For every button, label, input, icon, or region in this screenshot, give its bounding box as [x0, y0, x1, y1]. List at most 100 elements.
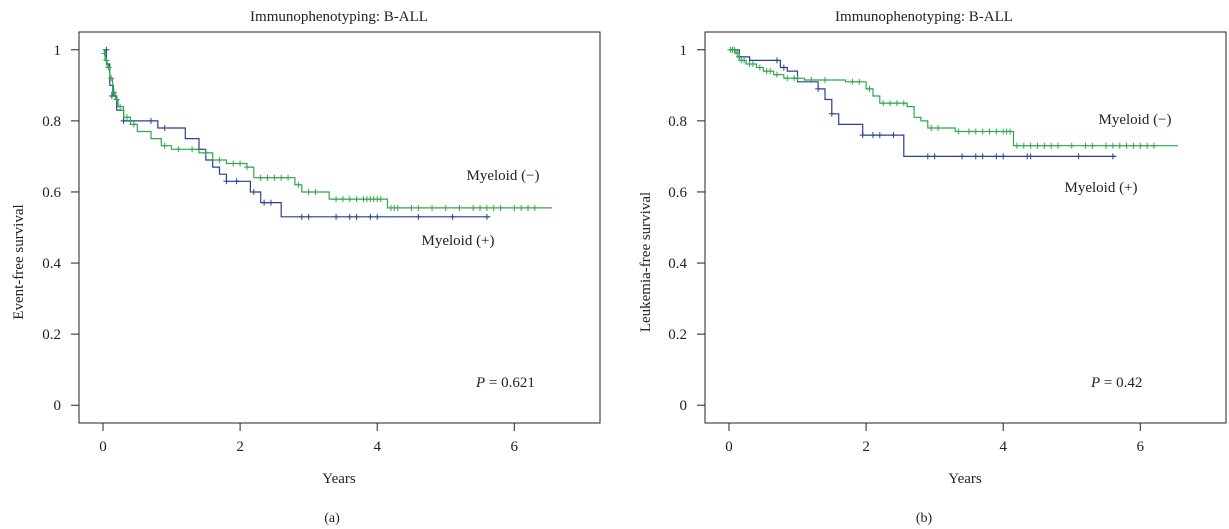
panel-a-y-tick-label: 1: [54, 43, 62, 59]
panel-b-y-axis-label: Leukemia-free survival: [638, 192, 654, 332]
panel-b-myeloid-pos-censor-mark: [972, 153, 979, 160]
panel-a-myeloid-neg-censor-mark: [123, 114, 130, 121]
panel-a-x-axis-label: Years: [322, 471, 356, 487]
panel-b-label: (b): [916, 511, 933, 526]
panel-b-myeloid-neg-label: Myeloid (−): [1098, 112, 1171, 128]
panel-b-myeloid-neg-censor-mark: [955, 128, 962, 135]
panel-b-myeloid-neg-censor-mark: [972, 128, 979, 135]
panel-b-myeloid-neg-censor-mark: [741, 57, 748, 64]
panel-b-myeloid-neg-censor-mark: [1048, 142, 1055, 149]
panel-b-y-tick-label: 1: [680, 43, 688, 59]
panel-b-myeloid-neg-curve: [729, 49, 1178, 147]
panel-a-myeloid-neg-censor-mark: [394, 204, 401, 211]
panel-a-myeloid-neg-censor-mark: [230, 160, 237, 167]
panel-b-y-tick-label: 0.8: [668, 114, 687, 130]
panel-b-myeloid-pos-censor-mark: [924, 153, 931, 160]
panel-b-y-tick-label: 0: [680, 398, 688, 414]
panel-a-myeloid-pos-censor-mark: [147, 117, 154, 124]
panel-a-myeloid-neg-censor-mark: [117, 103, 124, 110]
panel-b-myeloid-neg-censor-mark: [1020, 142, 1027, 149]
panel-b-myeloid-neg-censor-mark: [773, 71, 780, 78]
panel-b-myeloid-pos-label: Myeloid (+): [1064, 180, 1137, 196]
panel-b-myeloid-neg-censor-mark: [1007, 128, 1014, 135]
panel-b-myeloid-neg-censor-mark: [1137, 142, 1144, 149]
panel-a-myeloid-neg-censor-mark: [189, 146, 196, 153]
panel-a-myeloid-neg-censor-mark: [175, 146, 182, 153]
panel-a-myeloid-neg-censor-mark: [257, 174, 264, 181]
panel-b-y-tick-label: 0.6: [668, 185, 687, 201]
panel-b-myeloid-neg-censor-mark: [935, 124, 942, 131]
panel-a-myeloid-neg-censor-mark: [483, 204, 490, 211]
panel-a-myeloid-neg-censor-mark: [101, 50, 108, 57]
panel-a-myeloid-neg-censor-mark: [110, 89, 117, 96]
panel-a-myeloid-neg-censor-mark: [202, 149, 209, 156]
panel-a-title: Immunophenotyping: B-ALL: [250, 9, 428, 25]
panel-a-myeloid-pos-censor-mark: [298, 213, 305, 220]
panel-a-myeloid-neg-censor-mark: [161, 142, 168, 149]
panel-b-myeloid-pos-censor-mark: [859, 132, 866, 139]
panel-b-myeloid-neg-censor-mark: [856, 78, 863, 85]
panel-a-myeloid-neg-censor-mark: [312, 188, 319, 195]
panel-b-myeloid-pos-censor-mark: [869, 132, 876, 139]
panel-b-myeloid-neg-censor-mark: [986, 128, 993, 135]
panel-a-myeloid-neg-censor-mark: [353, 196, 360, 203]
panel-a-myeloid-neg-curve: [103, 49, 552, 209]
panel-a-p-value: P = 0.621: [475, 375, 535, 391]
panel-b-myeloid-pos-censor-mark: [931, 153, 938, 160]
panel-a-myeloid-neg-censor-mark: [108, 75, 115, 82]
panel-b-myeloid-neg-censor-mark: [784, 75, 791, 82]
panel-a-series: [101, 46, 552, 220]
panel-a-myeloid-pos-label: Myeloid (+): [421, 233, 494, 249]
panel-b-myeloid-neg-censor-mark: [887, 100, 894, 107]
panel-a-myeloid-pos-censor-mark: [223, 178, 230, 185]
panel-b-myeloid-neg-censor-mark: [749, 60, 756, 67]
panel-a-myeloid-neg-censor-mark: [415, 204, 422, 211]
panel-b-myeloid-neg-censor-mark: [1109, 142, 1116, 149]
panel-b-myeloid-neg-censor-mark: [756, 64, 763, 71]
panel-a-myeloid-neg-censor-mark: [518, 204, 525, 211]
panel-b-plot-frame: [704, 31, 1227, 424]
panel-b-myeloid-neg-censor-mark: [1151, 142, 1158, 149]
panel-a-plot-frame: [78, 31, 601, 424]
panel-a-myeloid-pos-censor-mark: [305, 213, 312, 220]
panel-a-myeloid-pos-censor-mark: [267, 199, 274, 206]
panel-a-x-tick-label: 4: [373, 439, 381, 455]
panel-a-myeloid-neg-censor-mark: [511, 204, 518, 211]
panel-a-myeloid-neg-censor-mark: [456, 204, 463, 211]
panel-b-myeloid-pos-censor-mark: [959, 153, 966, 160]
panel-b-myeloid-neg-censor-mark: [928, 124, 935, 131]
panel-b-myeloid-pos-censor-mark: [876, 132, 883, 139]
panel-a-myeloid-neg-censor-mark: [408, 204, 415, 211]
panel-a-myeloid-neg-censor-mark: [243, 164, 250, 171]
panel-b-myeloid-neg-censor-mark: [1130, 142, 1137, 149]
panel-b-x-tick-label: 4: [999, 439, 1007, 455]
panel-a-y-tick-label: 0.6: [42, 185, 61, 201]
panel-b-y-tick-label: 0.2: [668, 327, 687, 343]
panel-b-myeloid-neg-censor-mark: [808, 76, 815, 83]
panel-a-myeloid-pos-censor-mark: [161, 124, 168, 131]
panel-a-myeloid-neg-censor-mark: [525, 204, 532, 211]
panel-a-myeloid-pos-censor-mark: [346, 213, 353, 220]
panel-b-myeloid-neg-censor-mark: [880, 100, 887, 107]
panel-b-myeloid-pos-censor-mark: [815, 85, 822, 92]
panel-a-myeloid-neg-censor-mark: [333, 196, 340, 203]
panel-a-myeloid-neg-censor-mark: [497, 204, 504, 211]
panel-a-myeloid-neg-censor-mark: [531, 204, 538, 211]
panel-b-myeloid-neg-censor-mark: [1068, 142, 1075, 149]
panel-a-myeloid-neg-censor-mark: [105, 64, 112, 71]
panel-b-axes: 0 2 4 6 0 0.2 0.4 0.6 0.8 1: [668, 43, 1144, 455]
panel-b-myeloid-neg-censor-mark: [767, 68, 774, 75]
panel-b-myeloid-pos-censor-mark: [890, 132, 897, 139]
panel-b-myeloid-neg-censor-mark: [1041, 142, 1048, 149]
panel-b-myeloid-neg-censor-mark: [993, 128, 1000, 135]
panel-a-label: (a): [324, 511, 340, 526]
panel-a-myeloid-neg-censor-mark: [305, 188, 312, 195]
panel-a-myeloid-pos-curve: [103, 49, 491, 218]
panel-a-myeloid-neg-censor-mark: [237, 160, 244, 167]
panel-a-x-tick-label: 2: [236, 439, 244, 455]
panel-a-myeloid-pos-censor-mark: [415, 213, 422, 220]
panel-b-myeloid-neg-censor-mark: [821, 76, 828, 83]
panel-b-myeloid-pos-censor-mark: [979, 153, 986, 160]
panel-b-myeloid-neg-censor-mark: [979, 128, 986, 135]
panel-a-p-number: = 0.621: [485, 375, 535, 391]
